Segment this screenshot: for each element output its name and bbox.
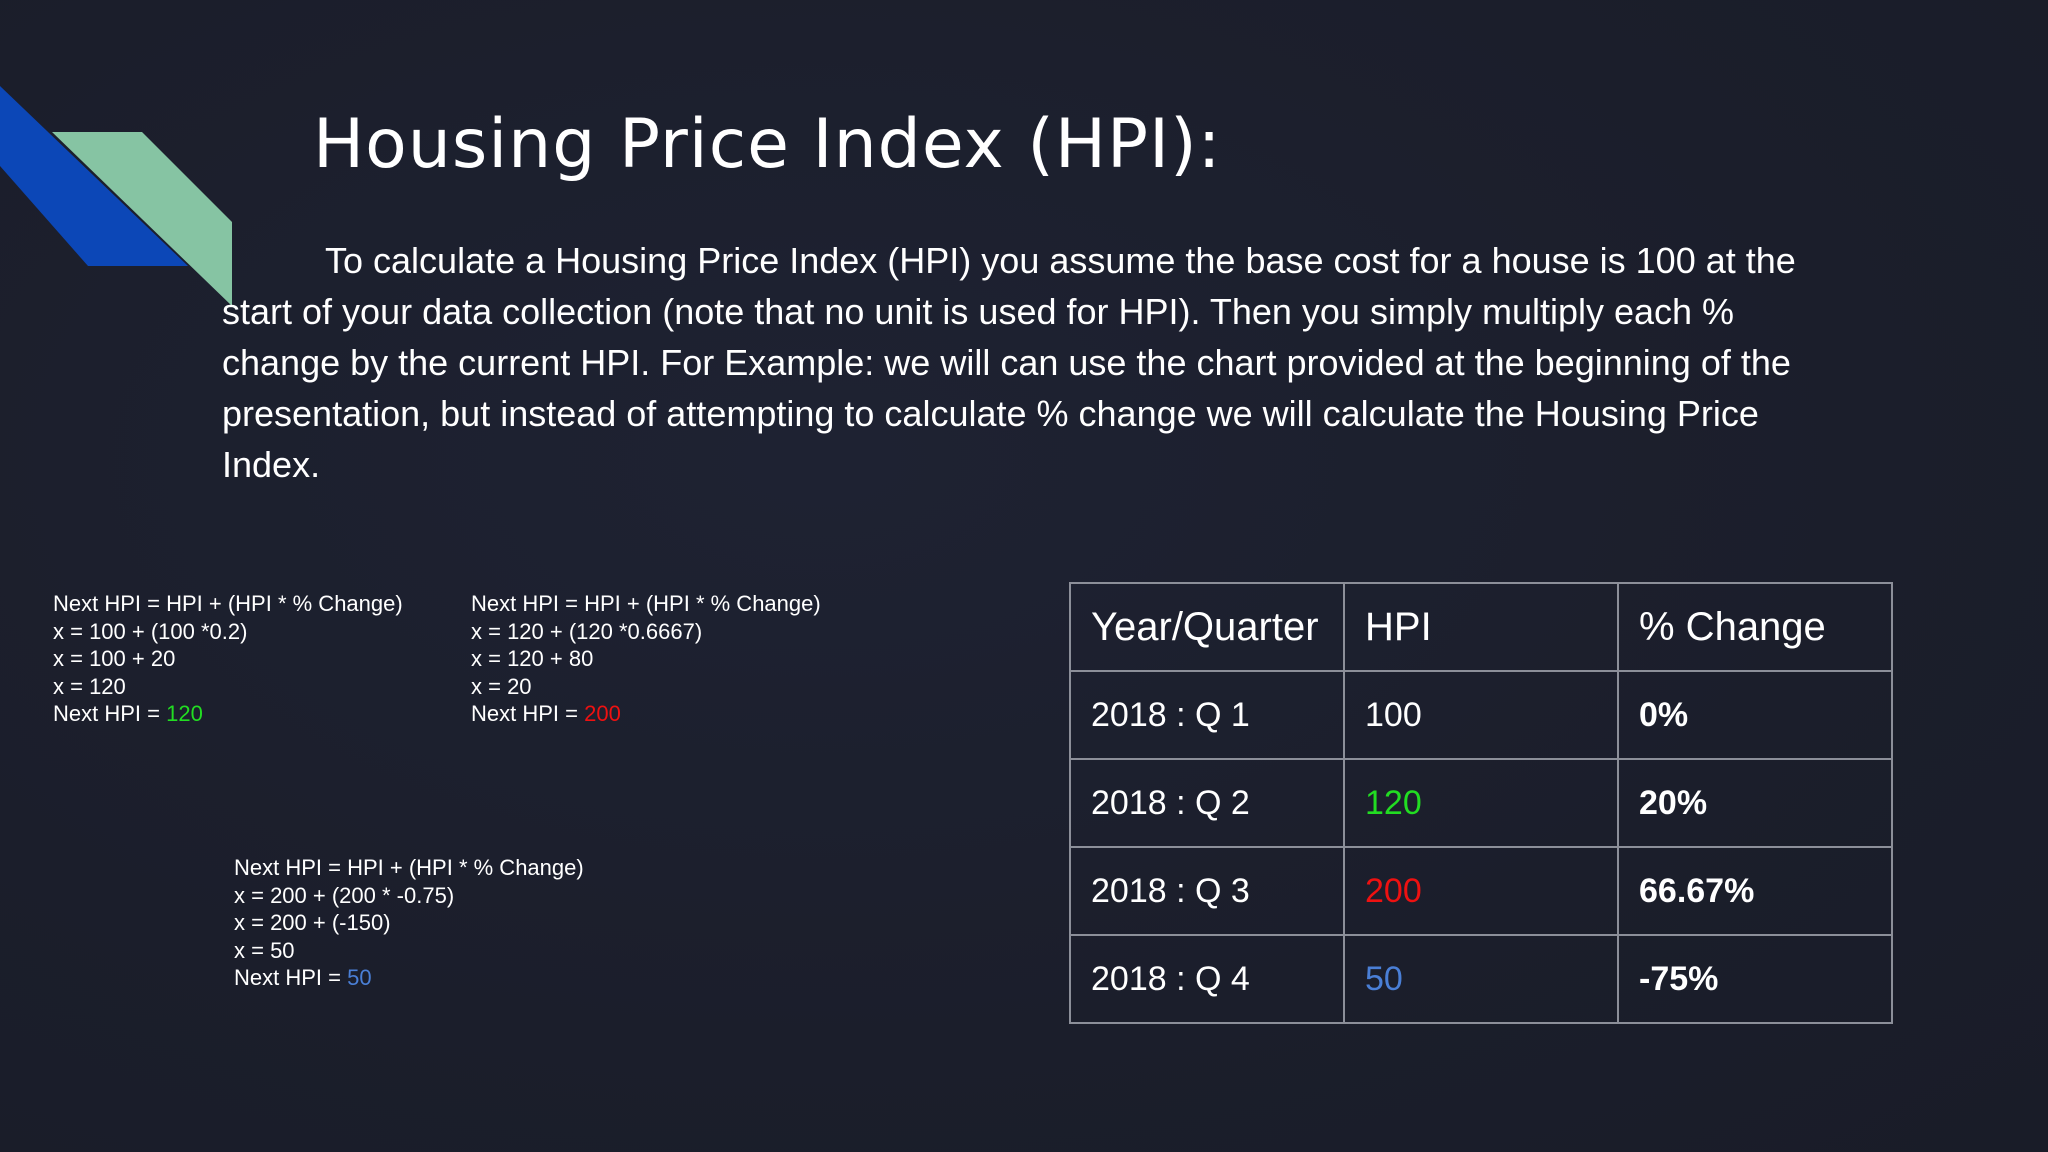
calc-line: x = 120 [53,673,126,699]
green-ribbon [52,132,232,306]
hpi-cell: 100 [1343,670,1619,760]
table-row: 2018 : Q 4 50 -75% [1069,934,1893,1024]
quarter-cell: 2018 : Q 4 [1069,934,1345,1024]
quarter-cell: 2018 : Q 3 [1069,846,1345,936]
calc-line: Next HPI = HPI + (HPI * % Change) [53,591,403,616]
calc-line: Next HPI = HPI + (HPI * % Change) [234,855,584,880]
calc-line: x = 50 [234,937,295,963]
table-row: 2018 : Q 2 120 20% [1069,758,1893,848]
change-cell: -75% [1617,934,1893,1024]
corner-ribbon-decoration [0,86,232,306]
calc-result-label: Next HPI = [53,701,167,726]
hpi-cell: 200 [1343,846,1619,936]
calc-result-value: 120 [166,701,203,726]
calc-result-value: 200 [584,701,621,726]
calc-line: x = 20 [471,673,532,699]
table-row: 2018 : Q 3 200 66.67% [1069,846,1893,936]
change-cell: 0% [1617,670,1893,760]
column-header-year-quarter: Year/Quarter [1069,582,1345,672]
calculation-block-q4: Next HPI = HPI + (HPI * % Change) x = 20… [234,854,584,992]
hpi-cell: 50 [1343,934,1619,1024]
calc-result-line: Next HPI = 200 [471,700,821,728]
calc-result-value: 50 [347,965,372,990]
calc-line: x = 200 + (-150) [234,910,391,935]
calc-line: Next HPI = HPI + (HPI * % Change) [471,591,821,616]
hpi-cell: 120 [1343,758,1619,848]
change-cell: 20% [1617,758,1893,848]
quarter-cell: 2018 : Q 2 [1069,758,1345,848]
calc-result-label: Next HPI = [234,965,348,990]
calc-result-line: Next HPI = 50 [234,964,584,992]
table-header-row: Year/Quarter HPI % Change [1069,582,1893,672]
calc-line: x = 100 + (100 *0.2) [53,618,248,644]
quarter-cell: 2018 : Q 1 [1069,670,1345,760]
column-header-hpi: HPI [1343,582,1619,672]
calc-line: x = 100 + 20 [53,646,176,671]
change-cell: 66.67% [1617,846,1893,936]
slide-title: Housing Price Index (HPI): [313,105,1222,184]
intro-paragraph: To calculate a Housing Price Index (HPI)… [222,240,1796,485]
table-row: 2018 : Q 1 100 0% [1069,670,1893,760]
calculation-block-q2: Next HPI = HPI + (HPI * % Change) x = 10… [53,590,403,728]
blue-ribbon [0,86,188,266]
column-header-percent-change: % Change [1617,582,1893,672]
calc-line: x = 120 + (120 *0.6667) [471,618,703,644]
calc-result-line: Next HPI = 120 [53,700,403,728]
hpi-table: Year/Quarter HPI % Change 2018 : Q 1 100… [1069,582,1893,1024]
calc-line: x = 200 + (200 * -0.75) [234,882,455,908]
calculation-block-q3: Next HPI = HPI + (HPI * % Change) x = 12… [471,590,821,728]
calc-line: x = 120 + 80 [471,646,594,671]
calc-result-label: Next HPI = [471,701,585,726]
